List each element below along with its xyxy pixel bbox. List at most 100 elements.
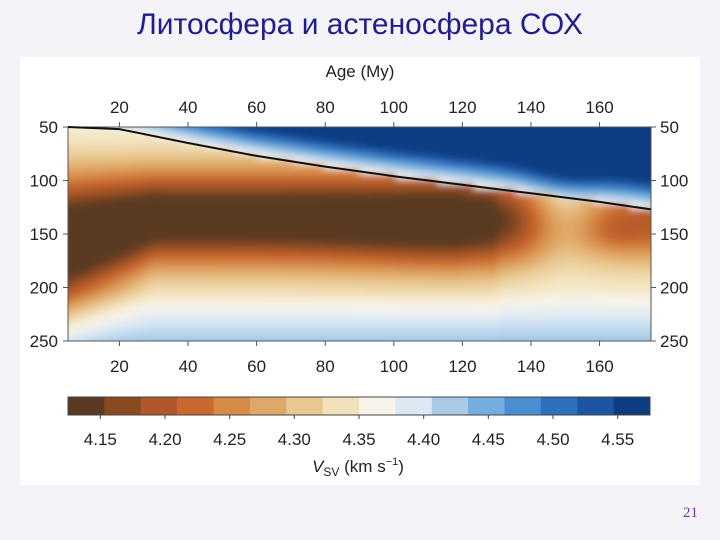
- heat-cell: [582, 249, 589, 255]
- colorbar-swatch: [540, 397, 578, 415]
- heat-cell: [180, 229, 187, 235]
- heat-cell: [378, 144, 385, 150]
- heat-cell: [198, 189, 205, 195]
- heat-cell: [90, 184, 97, 190]
- heat-cell: [594, 244, 601, 250]
- heat-cell: [342, 174, 349, 180]
- heat-cell: [282, 219, 289, 225]
- heat-cell: [68, 229, 73, 235]
- heat-cell: [546, 119, 553, 125]
- heat-cell: [438, 194, 445, 200]
- heat-cell: [288, 189, 295, 195]
- heat-cell: [474, 189, 481, 195]
- heat-cell: [444, 174, 451, 180]
- heat-cell: [282, 329, 289, 335]
- heat-cell: [468, 239, 475, 245]
- heat-cell: [570, 129, 577, 135]
- heat-cell: [438, 289, 445, 295]
- heat-cell: [414, 234, 421, 240]
- heat-cell: [588, 304, 595, 310]
- heat-cell: [414, 299, 421, 305]
- heat-cell: [204, 169, 211, 175]
- heat-cell: [132, 299, 139, 305]
- heat-cell: [600, 314, 607, 320]
- heat-cell: [210, 127, 217, 130]
- heat-cell: [372, 204, 379, 210]
- heat-cell: [138, 334, 145, 340]
- heat-cell: [300, 304, 307, 310]
- heat-cell: [60, 259, 67, 265]
- heat-cell: [516, 309, 523, 315]
- heat-cell: [438, 319, 445, 325]
- heat-cell: [450, 244, 457, 250]
- heat-cell: [330, 264, 337, 270]
- heat-cell: [564, 324, 571, 330]
- heat-cell: [444, 209, 451, 215]
- heat-cell: [126, 314, 133, 320]
- heat-cell: [594, 254, 601, 260]
- heat-cell: [594, 194, 601, 200]
- heat-cell: [630, 324, 637, 330]
- heat-cell: [534, 179, 541, 185]
- heat-cell: [300, 234, 307, 240]
- heat-cell: [504, 119, 511, 125]
- heat-cell: [582, 319, 589, 325]
- heat-cell: [504, 234, 511, 240]
- heat-cell: [474, 274, 481, 280]
- heat-cell: [450, 174, 457, 180]
- heat-cell: [162, 319, 169, 325]
- heat-cell: [342, 329, 349, 335]
- heat-cell: [210, 244, 217, 250]
- heat-cell: [480, 319, 487, 325]
- heat-cell: [126, 249, 133, 255]
- heat-cell: [246, 164, 253, 170]
- heat-cell: [528, 329, 535, 335]
- heat-cell: [462, 174, 469, 180]
- heat-cell: [552, 339, 559, 341]
- heat-cell: [492, 127, 499, 130]
- heat-cell: [546, 334, 553, 340]
- heat-cell: [288, 279, 295, 285]
- heat-cell: [432, 274, 439, 280]
- heat-cell: [228, 134, 235, 140]
- heat-cell: [624, 304, 631, 310]
- heat-cell: [510, 129, 517, 135]
- heat-cell: [504, 129, 511, 135]
- heat-cell: [276, 309, 283, 315]
- heat-cell: [636, 259, 643, 265]
- heat-cell: [144, 209, 151, 215]
- heat-cell: [312, 304, 319, 310]
- heat-cell: [300, 259, 307, 265]
- heat-cell: [84, 324, 91, 330]
- heat-cell: [378, 189, 385, 195]
- heat-cell: [636, 319, 643, 325]
- heat-cell: [384, 294, 391, 300]
- heat-cell: [606, 194, 613, 200]
- heat-cell: [396, 184, 403, 190]
- heat-cell: [72, 119, 79, 125]
- heat-cell: [534, 289, 541, 295]
- heat-cell: [168, 224, 175, 230]
- heat-cell: [396, 169, 403, 175]
- heat-cell: [462, 239, 469, 245]
- heat-cell: [504, 249, 511, 255]
- heat-cell: [570, 284, 577, 290]
- heat-cell: [312, 154, 319, 160]
- heat-cell: [378, 129, 385, 135]
- heat-cell: [630, 179, 637, 185]
- heat-cell: [570, 209, 577, 215]
- heat-cell: [282, 314, 289, 320]
- heat-cell: [312, 149, 319, 155]
- heat-cell: [318, 339, 325, 341]
- heat-cell: [234, 174, 241, 180]
- heat-cell: [366, 209, 373, 215]
- heat-cell: [132, 164, 139, 170]
- heat-cell: [462, 289, 469, 295]
- heat-cell: [480, 264, 487, 270]
- heat-cell: [468, 169, 475, 175]
- heat-cell: [624, 134, 631, 140]
- heat-cell: [468, 189, 475, 195]
- heat-cell: [402, 119, 409, 125]
- heat-cell: [318, 329, 325, 335]
- heat-cell: [390, 339, 397, 341]
